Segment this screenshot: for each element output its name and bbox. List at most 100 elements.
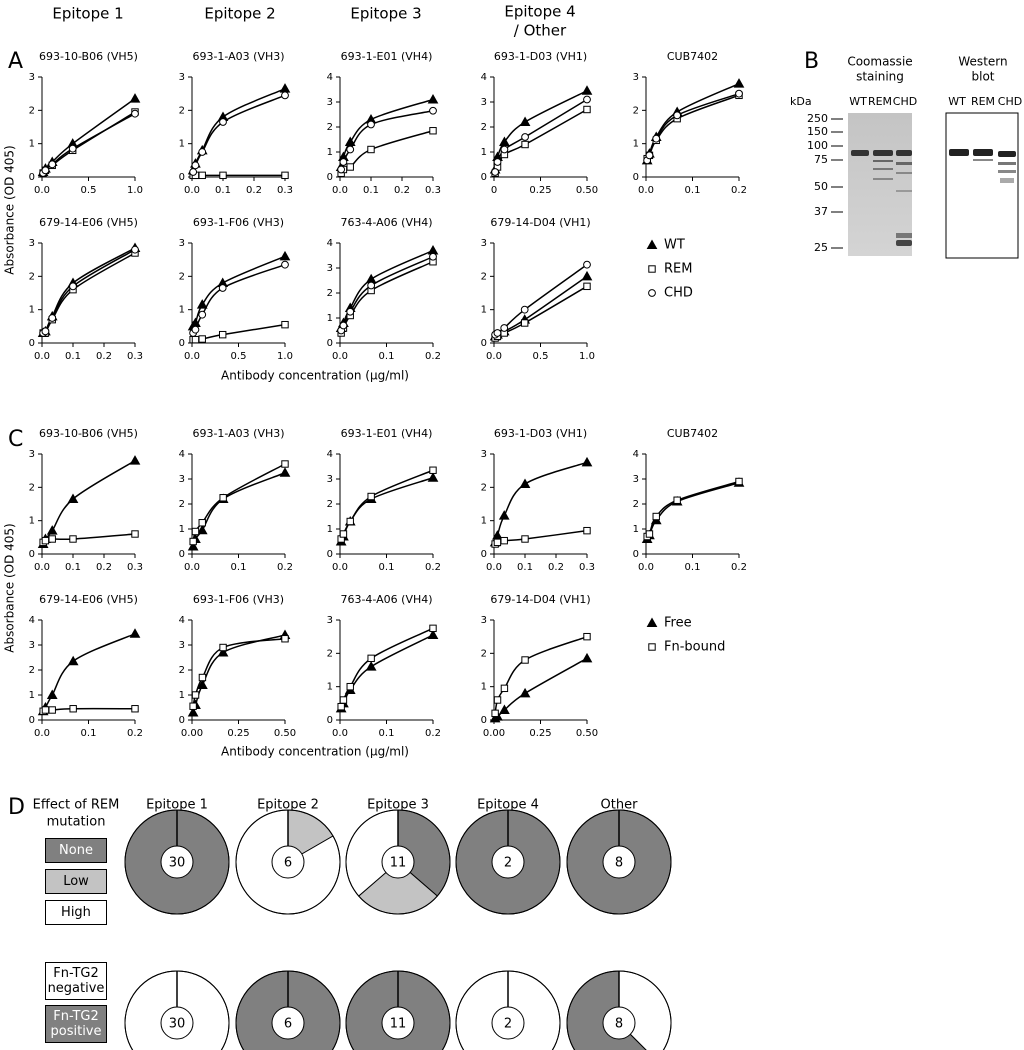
series-line: Fn-bound [494,529,588,545]
legend: Free Fn-bound [646,616,725,655]
marker [219,171,227,180]
column-header: Epitope 4 [504,3,575,21]
marker [281,91,289,100]
y-tick-label: 3 [327,97,333,108]
marker [344,136,356,146]
y-tick-label: 1 [179,139,185,150]
marker [67,493,79,503]
y-tick-label: 0 [327,549,333,560]
x-tick-label: 1.0 [127,185,143,196]
chart-title: 679-14-D04 (VH1) [490,593,590,606]
y-tick-label: 4 [633,449,639,460]
line-chart: 679-14-D04 (VH1) 0 1 2 3 0.00 0.25 0.50 FreeFn-b… [481,593,599,739]
gel-marker-label: 250 [807,112,828,125]
marker [491,709,499,718]
marker [198,519,206,527]
marker [46,525,58,535]
marker [493,158,502,166]
x-tick-label: 0.5 [81,185,97,196]
x-tick-label: 0.0 [34,562,50,573]
chart-title: 693-1-F06 (VH3) [193,216,284,229]
marker [48,706,56,714]
marker [519,478,531,488]
legend-box: Fn-TG2 positive [45,1005,107,1043]
donut: 11 [345,809,451,915]
x-tick-label: 0.1 [379,728,395,739]
x-tick-label: 0.2 [548,562,564,573]
marker [367,492,375,501]
y-tick-label: 3 [481,238,487,249]
marker [500,684,509,693]
marker [191,325,200,334]
marker [581,652,593,663]
pie-total: 6 [284,1017,292,1032]
marker [429,624,437,633]
pie-center [381,1006,415,1040]
y-tick-label: 3 [179,474,185,485]
marker [427,629,439,639]
series-line: CHD [192,94,286,173]
gel-marker-label: 25 [814,241,828,254]
y-tick-label: 2 [29,105,35,116]
marker [521,535,529,543]
y-tick-label: 2 [179,499,185,510]
y-tick-label: 2 [327,648,333,659]
series-line: CHD [494,264,588,336]
chart-title: 693-10-B06 (VH5) [39,427,138,440]
series-line: Free [340,634,434,709]
series-line: REM [193,323,286,341]
gel-band [896,172,912,174]
gel-lane-label: REM [868,95,892,108]
y-tick-label: 1 [481,516,487,527]
y-tick-label: 0 [179,172,185,183]
y-tick-label: 0 [633,172,639,183]
x-tick-label: 0.2 [96,562,112,573]
gel-lane-label: CHD [893,95,917,108]
marker [346,307,355,316]
marker [645,530,654,538]
legend-label: Free [664,616,692,631]
marker [46,689,58,699]
y-tick-label: 2 [29,271,35,282]
gel-unit: kDa [790,95,812,108]
y-tick-label: 2 [481,122,487,133]
marker [67,655,79,666]
marker [648,265,656,273]
y-tick-label: 2 [179,105,185,116]
marker [581,85,593,95]
y-tick-label: 1 [179,524,185,535]
y-tick-label: 1 [327,682,333,693]
marker [427,472,439,482]
chart-title: CUB7402 [667,50,718,63]
x-tick-label: 1.0 [277,351,293,362]
chart-title: 763-4-A06 (VH4) [340,216,432,229]
marker [583,632,591,641]
marker [581,456,593,467]
chart-title: 679-14-D04 (VH1) [490,216,590,229]
x-tick-label: 0.2 [277,562,293,573]
gel-lane-label: WT [948,95,966,108]
line-chart: 693-1-D03 (VH1) 0 1 2 3 0.0 0.1 0.2 0.3 FreeFn-bo… [481,427,595,573]
x-tick-label: 0.0 [486,562,502,573]
gel-band [896,150,912,156]
series-line: WT [646,82,740,161]
series-line: REM [494,108,588,174]
gel-band [896,162,912,165]
y-tick-label: 1 [481,682,487,693]
gel-lane-label: CHD [998,95,1022,108]
pie-outline [566,809,672,915]
x-tick-label: 0.2 [425,562,441,573]
y-tick-label: 0 [481,172,487,183]
column-header: / Other [514,22,567,40]
marker [197,679,208,689]
x-tick-label: 0.25 [529,728,551,739]
marker [219,494,227,502]
x-tick-label: 0.50 [576,728,598,739]
series-line: REM [42,252,136,335]
chart-title: 693-1-E01 (VH4) [341,427,433,440]
series-line: WT [340,98,434,168]
series-line: REM [340,130,434,174]
